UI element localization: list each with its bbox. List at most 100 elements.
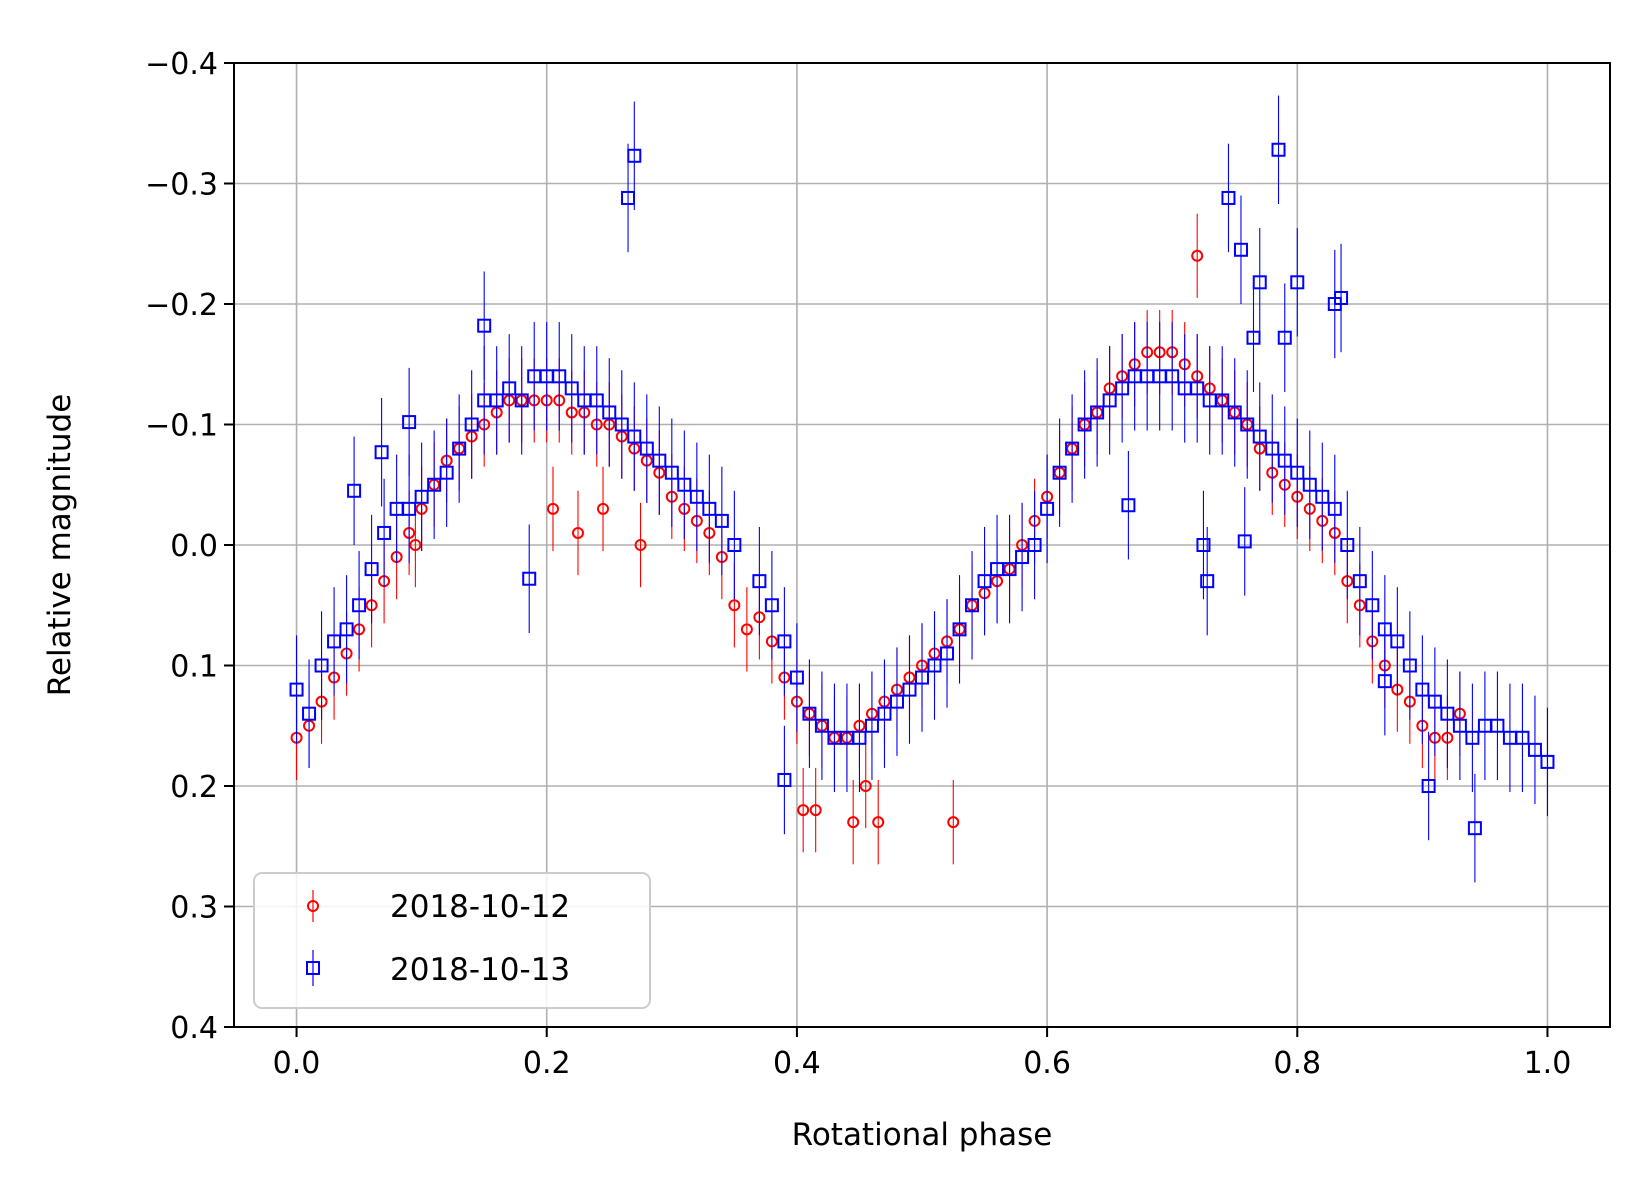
y-tick-label: 0.4	[170, 1011, 218, 1046]
data-point	[872, 816, 885, 829]
data-point	[902, 682, 917, 697]
data-point	[452, 441, 467, 456]
data-point	[1102, 393, 1117, 408]
data-point	[352, 598, 367, 613]
data-point	[552, 369, 567, 384]
x-axis: 0.0 0.2 0.4 0.6 0.8 1.0	[273, 1027, 1571, 1081]
data-point	[439, 465, 454, 480]
data-point	[1465, 730, 1480, 745]
data-point	[522, 571, 537, 586]
data-point	[589, 393, 604, 408]
data-point	[1490, 718, 1505, 733]
data-point	[764, 598, 779, 613]
legend-entry-2018-10-13: 2018-10-13	[306, 950, 570, 988]
data-point	[1121, 498, 1136, 513]
data-point	[947, 816, 960, 829]
data-point	[702, 501, 717, 516]
legend-label-2018-10-12: 2018-10-12	[390, 889, 570, 925]
data-point	[1221, 190, 1236, 205]
data-point	[464, 417, 479, 432]
data-point	[514, 393, 529, 408]
data-point	[414, 489, 429, 504]
data-point	[339, 622, 354, 637]
data-point	[1452, 718, 1467, 733]
data-point	[1265, 441, 1280, 456]
data-point	[546, 502, 559, 515]
data-point	[1015, 550, 1030, 565]
data-point	[1240, 417, 1255, 432]
data-point	[1427, 694, 1442, 709]
data-point	[364, 562, 379, 577]
y-tick-label: −0.1	[145, 409, 218, 444]
data-point	[1165, 369, 1180, 384]
data-point	[1467, 821, 1482, 836]
x-tick-label: 0.2	[523, 1046, 571, 1081]
data-point	[664, 465, 679, 480]
data-point	[1246, 330, 1261, 345]
data-point	[1271, 142, 1286, 157]
data-point	[1440, 706, 1455, 721]
data-point	[627, 148, 642, 163]
data-point	[1340, 538, 1355, 552]
x-axis-title: Rotational phase	[792, 1117, 1053, 1153]
data-point	[940, 646, 955, 661]
data-point	[1290, 275, 1305, 290]
data-point	[634, 539, 647, 551]
data-point	[1237, 534, 1252, 549]
data-point	[1252, 275, 1267, 290]
data-point	[877, 706, 892, 721]
legend-label-2018-10-13: 2018-10-13	[390, 952, 570, 988]
y-tick-label: 0.2	[170, 770, 218, 805]
data-point	[1200, 574, 1215, 589]
data-point	[965, 598, 980, 613]
data-point	[1402, 658, 1417, 673]
y-tick-label: 0.3	[170, 891, 218, 926]
legend-entry-2018-10-12: 2018-10-12	[307, 889, 570, 925]
data-point	[1090, 405, 1105, 420]
data-point	[1415, 682, 1430, 697]
data-point	[377, 525, 392, 540]
data-point	[728, 599, 741, 612]
data-point	[652, 453, 667, 468]
data-point	[1377, 674, 1392, 689]
data-point	[740, 623, 753, 636]
data-point	[1315, 489, 1330, 504]
data-point	[489, 393, 504, 408]
data-point	[727, 538, 742, 552]
x-tick-label: 0.0	[273, 1046, 321, 1081]
data-point	[502, 381, 517, 396]
data-point	[1390, 634, 1405, 649]
data-point	[1252, 429, 1267, 444]
data-point	[1077, 417, 1092, 432]
y-tick-label: −0.2	[145, 288, 218, 323]
data-point	[952, 622, 967, 637]
data-point	[564, 381, 579, 396]
data-point	[864, 718, 879, 733]
y-tick-label: 0.0	[170, 529, 218, 564]
data-point	[614, 417, 629, 432]
data-point	[852, 730, 867, 745]
data-point	[1365, 598, 1380, 613]
data-point	[1027, 538, 1042, 552]
data-point	[814, 718, 829, 733]
y-axis-title: Relative magnitude	[42, 394, 78, 697]
data-point	[327, 634, 342, 649]
data-point	[1421, 779, 1436, 793]
data-point	[1515, 730, 1530, 745]
data-point	[1227, 405, 1242, 420]
data-point	[477, 318, 492, 333]
data-point	[409, 539, 422, 551]
legend: 2018-10-12 2018-10-13	[253, 872, 651, 1009]
data-point	[302, 706, 317, 721]
data-point	[1196, 538, 1211, 552]
data-point	[1002, 562, 1017, 577]
data-point	[1352, 574, 1367, 589]
data-point	[289, 682, 304, 697]
series-2018-10-13	[289, 95, 1555, 883]
data-point	[1277, 453, 1292, 468]
y-tick-label: −0.3	[145, 168, 218, 203]
data-point	[627, 429, 642, 444]
data-point	[677, 477, 692, 492]
data-point	[777, 634, 792, 649]
